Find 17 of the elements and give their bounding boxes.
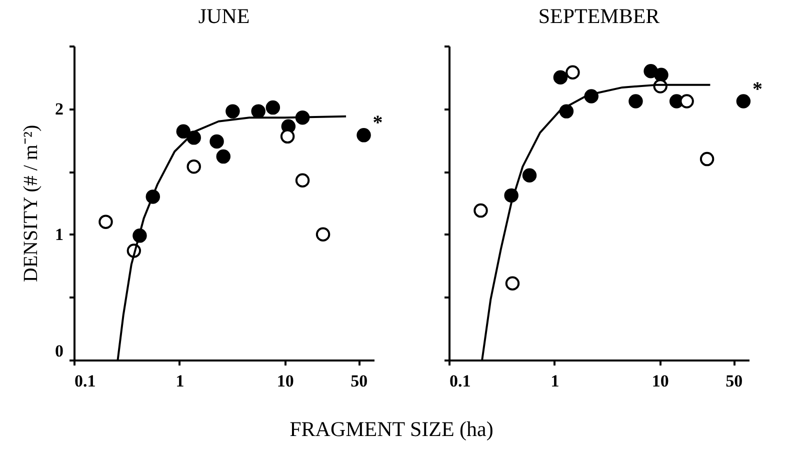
chart-title: SEPTEMBER bbox=[538, 4, 660, 28]
y-tick-label: 2 bbox=[55, 99, 64, 118]
y-axis-title: DENSITY (# / m⁻²) bbox=[20, 124, 42, 282]
y-tick-label: 0 bbox=[55, 342, 64, 360]
x-tick-label: 1 bbox=[176, 372, 184, 390]
annotation: * bbox=[372, 112, 383, 134]
x-tick-label: 10 bbox=[276, 372, 294, 390]
x-axis-title: FRAGMENT SIZE (ha) bbox=[290, 417, 494, 441]
annotation: * bbox=[752, 78, 762, 100]
x-tick-label: 0.1 bbox=[74, 372, 96, 390]
x-tick-label: 10 bbox=[652, 372, 669, 390]
x-tick-label: 0.1 bbox=[450, 372, 471, 390]
x-tick-label: 50 bbox=[350, 372, 368, 390]
chart-title: JUNE bbox=[198, 4, 250, 28]
x-tick-label: 1 bbox=[550, 372, 560, 390]
y-tick-label: 1 bbox=[55, 224, 64, 244]
x-tick-label: 50 bbox=[726, 372, 743, 390]
